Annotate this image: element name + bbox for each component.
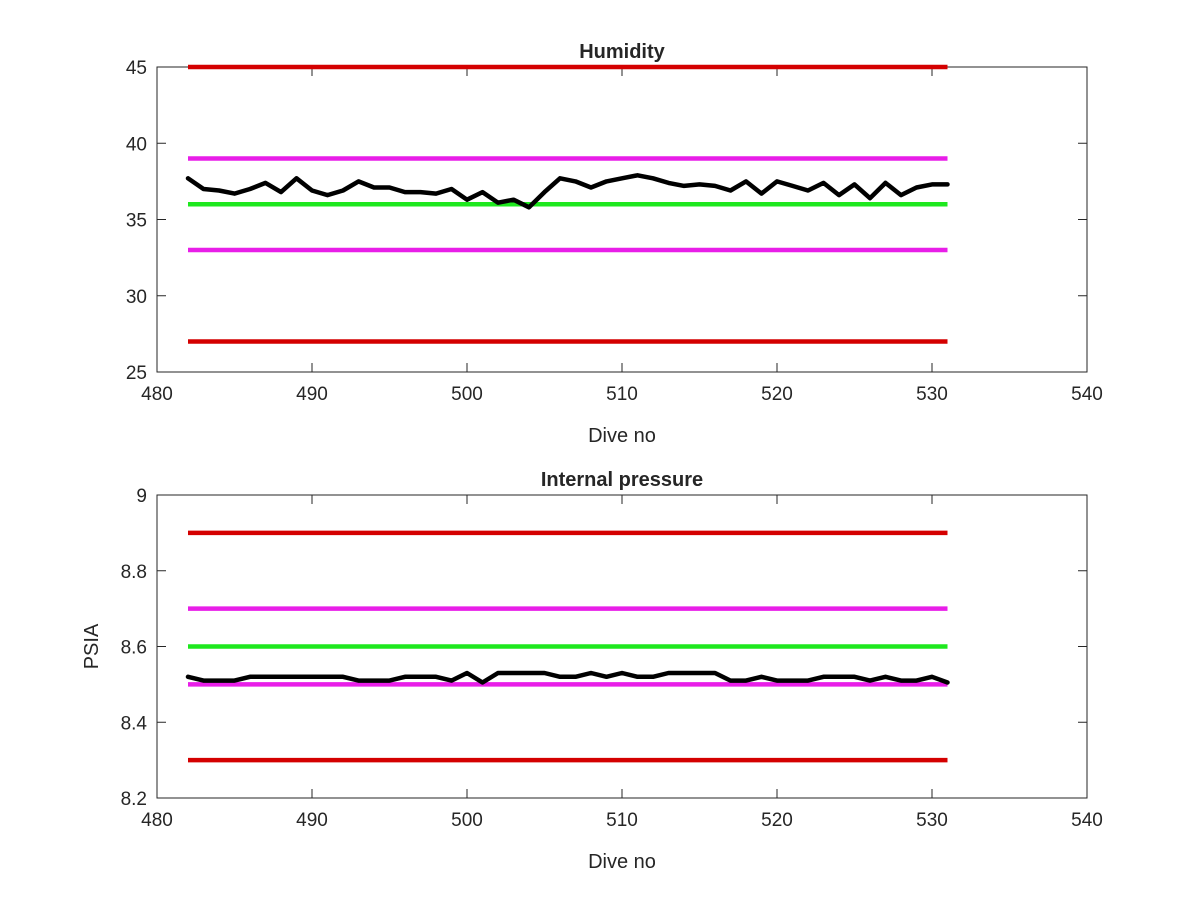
y-tick-label: 40	[126, 134, 147, 155]
internal-pressure-chart: 480 490 500 510 520 530 540 8.2 8.4 8.6 8.8 9 Intern…	[81, 469, 1103, 873]
x-tick-label: 490	[296, 810, 328, 831]
y-tick-label: 25	[126, 363, 147, 384]
y-axis-label: PSIA	[81, 623, 103, 669]
y-tick-label: 8.6	[121, 638, 147, 659]
y-tick-label: 8.4	[121, 713, 148, 734]
x-axis-label: Dive no	[588, 851, 656, 873]
y-tick-label: 9	[136, 486, 147, 507]
y-tick-label: 45	[126, 58, 147, 79]
x-tick-label: 510	[606, 810, 638, 831]
x-tick-label: 530	[916, 384, 948, 405]
x-tick-label: 520	[761, 384, 793, 405]
x-tick-label: 490	[296, 384, 328, 405]
y-tick-label: 8.8	[121, 562, 147, 583]
chart-title: Humidity	[579, 41, 665, 63]
x-tick-label: 500	[451, 384, 483, 405]
y-tick-label: 35	[126, 211, 147, 232]
y-tick-label: 30	[126, 287, 147, 308]
x-tick-label: 520	[761, 810, 793, 831]
x-tick-label: 480	[141, 384, 173, 405]
data-series-line	[185, 670, 950, 685]
x-tick-label: 510	[606, 384, 638, 405]
x-axis-label: Dive no	[588, 425, 656, 447]
x-tick-label: 500	[451, 810, 483, 831]
x-tick-label: 540	[1071, 810, 1103, 831]
chart-title: Internal pressure	[541, 469, 703, 491]
x-tick-label: 480	[141, 810, 173, 831]
data-series-line	[185, 173, 950, 210]
axes-box	[156, 66, 1088, 373]
humidity-chart: 480 490 500 510 520 530 540 25 30 35 40 45 Humidity D…	[126, 41, 1103, 447]
y-tick-label: 8.2	[121, 789, 147, 810]
x-tick-label: 530	[916, 810, 948, 831]
x-tick-label: 540	[1071, 384, 1103, 405]
